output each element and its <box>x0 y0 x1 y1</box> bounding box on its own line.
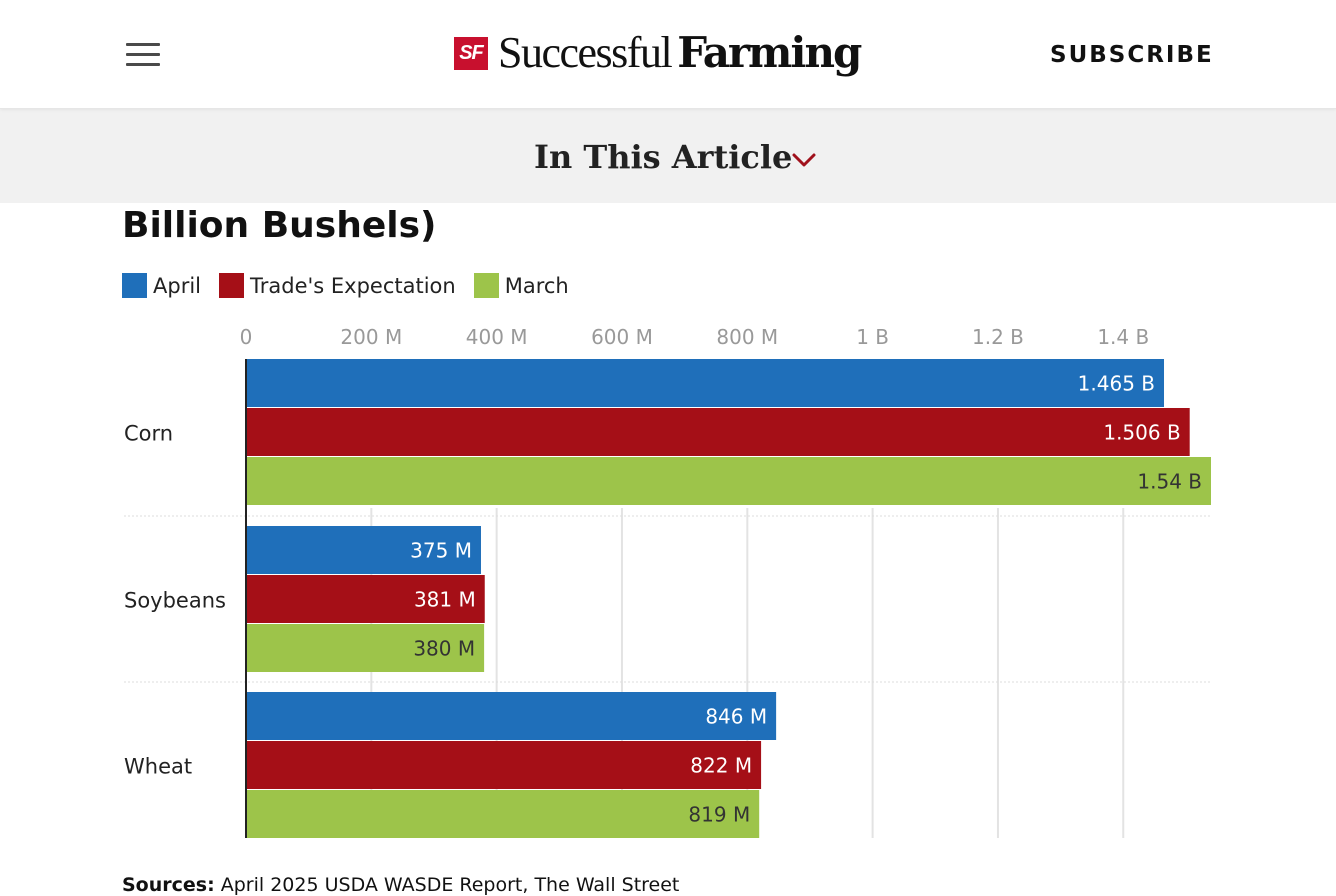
bar <box>246 457 1211 505</box>
subscribe-button[interactable]: SUBSCRIBE <box>1050 42 1214 68</box>
bar-data-label: 822 M <box>690 754 752 778</box>
bar <box>246 575 485 623</box>
legend-item-trades-expectation: Trade's Expectation <box>219 273 456 298</box>
in-this-article-bar[interactable] <box>0 109 1336 203</box>
bar-data-label: 1.465 B <box>1078 372 1155 396</box>
legend-item-april: April <box>122 273 201 298</box>
in-this-article-toggle[interactable]: In This Article <box>534 138 793 176</box>
bar-data-label: 819 M <box>688 803 750 827</box>
category-label: Soybeans <box>124 589 226 613</box>
bar <box>246 359 1165 407</box>
x-tick-label: 1.4 B <box>1097 325 1149 349</box>
legend-label-march: March <box>504 273 569 298</box>
legend-swatch-march <box>473 273 499 298</box>
bar-data-label: 846 M <box>705 705 767 729</box>
logo-wordmark-successful: Successful <box>498 28 673 77</box>
legend-label-trades-expectation: Trade's Expectation <box>250 273 456 298</box>
bar <box>246 692 777 740</box>
bar-data-label: 1.506 B <box>1103 421 1180 445</box>
x-tick-label: 0 <box>240 325 253 349</box>
bar-data-label: 375 M <box>410 539 472 563</box>
chevron-down-icon[interactable] <box>791 151 817 169</box>
x-tick-label: 400 M <box>466 325 528 349</box>
x-tick-label: 600 M <box>591 325 653 349</box>
site-logo[interactable]: SF Successful Farming <box>454 28 862 78</box>
sources-text: April 2025 USDA WASDE Report, The Wall S… <box>214 874 680 896</box>
bar <box>246 624 485 672</box>
bar <box>246 741 762 789</box>
x-tick-label: 1.2 B <box>972 325 1024 349</box>
legend-label-april: April <box>153 273 201 298</box>
category-label: Wheat <box>124 755 192 779</box>
x-tick-label: 1 B <box>856 325 889 349</box>
chart-sources: Sources: April 2025 USDA WASDE Report, T… <box>122 874 679 896</box>
category-label: Corn <box>124 422 173 446</box>
logo-badge: SF <box>454 36 488 70</box>
legend-swatch-april <box>122 273 147 298</box>
bar <box>246 526 481 574</box>
x-tick-label: 800 M <box>716 325 778 349</box>
x-tick-label: 200 M <box>340 325 402 349</box>
bar <box>246 408 1190 456</box>
bar-data-label: 1.54 B <box>1137 470 1202 494</box>
bar <box>246 790 760 838</box>
bar-data-label: 381 M <box>414 588 476 612</box>
hamburger-menu-icon[interactable] <box>126 40 162 70</box>
sources-label: Sources: <box>122 874 215 896</box>
logo-wordmark-farming: Farming <box>677 28 862 77</box>
bar-data-label: 380 M <box>413 637 475 661</box>
legend-item-march: March <box>473 273 569 298</box>
legend-swatch-trades-expectation <box>219 273 244 298</box>
site-header: SF Successful Farming SUBSCRIBE <box>0 0 1336 109</box>
chart-title: Billion Bushels) <box>122 205 437 246</box>
chart-legend: April Trade's Expectation March <box>122 273 587 298</box>
